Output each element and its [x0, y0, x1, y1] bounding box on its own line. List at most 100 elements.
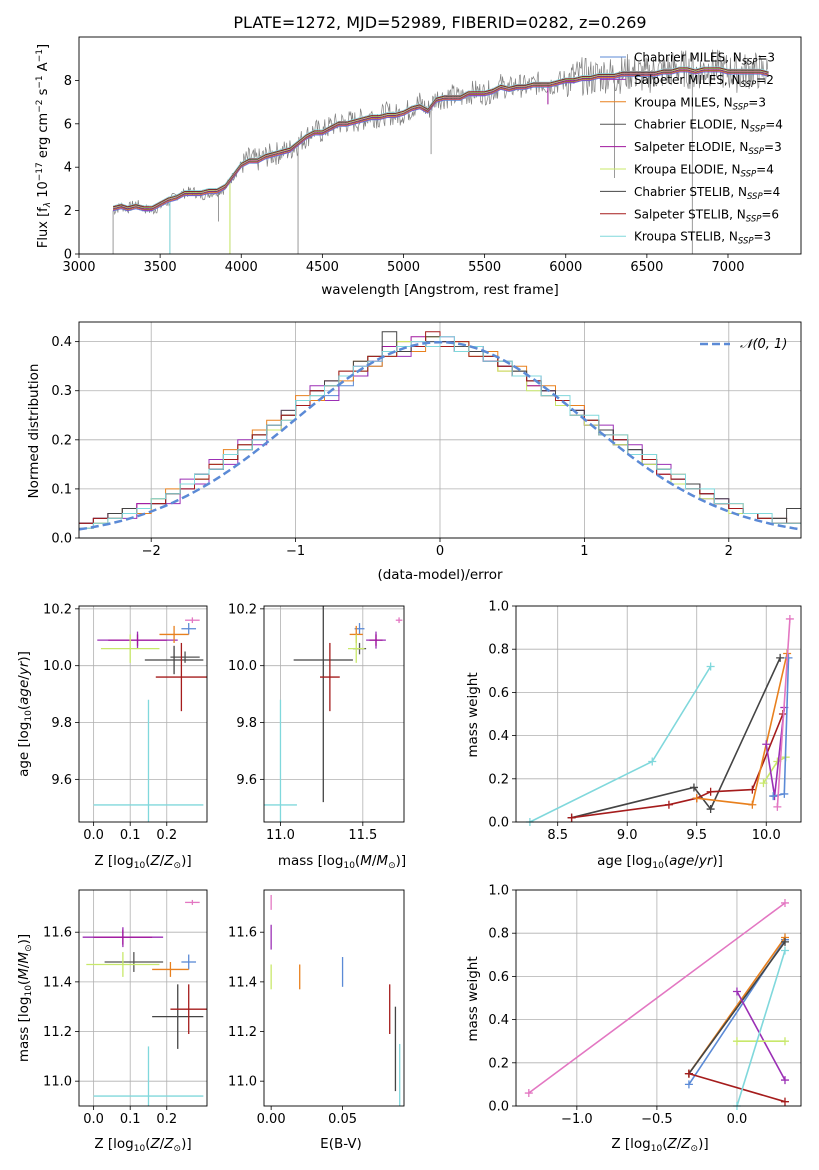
figure-title: PLATE=1272, MJD=52989, FIBERID=0282, z=0… — [233, 13, 646, 32]
age-z-ytick-label: 10.0 — [43, 659, 72, 674]
weight-z-line — [528, 902, 786, 1094]
weight-z-line — [688, 941, 786, 1075]
age-z-errorbar — [100, 634, 160, 663]
weight-age-line — [571, 657, 781, 819]
weight-age-marker — [769, 792, 778, 801]
weight-z-frame — [515, 889, 802, 1107]
weight-age-xtick-label: 9.0 — [617, 828, 638, 843]
legend-label: Chabrier STELIB, NSSP=4 — [634, 185, 780, 202]
spectrum-ytick-label: 6 — [64, 117, 72, 132]
weight-z-marker — [780, 898, 789, 907]
age-mass-ytick-label: 9.8 — [236, 716, 257, 731]
legend-label: Kroupa STELIB, NSSP=3 — [634, 230, 771, 247]
histogram-xtick-label: −1 — [286, 544, 305, 559]
spectrum-xtick-label: 4500 — [306, 260, 339, 275]
weight-z-line — [736, 950, 786, 1107]
histogram-series — [79, 331, 801, 524]
weight-z-series — [524, 898, 789, 1110]
age-z-ytick-label: 9.8 — [51, 716, 72, 731]
mass-z-errorbar — [86, 952, 160, 977]
age-z-ytick-label: 10.2 — [43, 602, 72, 617]
model-line — [113, 68, 769, 209]
mass-z-ylabel: mass [log10(M/M⊙)] — [16, 934, 34, 1062]
weight-age-marker — [748, 800, 757, 809]
model-line — [113, 70, 769, 211]
spectrum-ytick-label: 0 — [64, 248, 72, 263]
age-z-errorbar — [144, 645, 204, 675]
weight-z-ytick-label: 0.0 — [488, 1100, 509, 1115]
weight-z-xtick-label: 0.0 — [727, 1112, 748, 1127]
model-line — [113, 67, 769, 207]
weight-age-line — [529, 666, 712, 823]
weight-z-ylabel: mass weight — [465, 956, 481, 1041]
weight-age-marker — [692, 794, 701, 803]
weight-z-ytick-label: 0.2 — [488, 1056, 509, 1071]
weight-z-marker — [780, 946, 789, 955]
mass-ebv-plot-area: 0.00 0.05 11.0 11.2 11.4 11.6 — [228, 889, 405, 1127]
spectrum-xtick-label: 4000 — [225, 260, 258, 275]
age-mass-errorbar — [293, 606, 353, 803]
mass-vs-metallicity-panel: 0.0 0.1 0.2 11.0 11.2 11.4 11.6 Z [log10(Z/Z⊙)… — [16, 889, 208, 1154]
age-vs-metallicity-panel: 0.0 0.1 0.29.69.810.010.2 Z [log10(Z/Z⊙)] … — [16, 602, 208, 871]
spectrum-frame — [78, 36, 802, 255]
mass-z-ytick-label: 11.6 — [43, 926, 72, 941]
gaussian-legend-label: 𝒩(0, 1) — [740, 337, 787, 352]
weight-age-marker — [664, 800, 673, 809]
spectrum-xtick-label: 5000 — [387, 260, 420, 275]
weight-z-marker — [524, 1089, 533, 1098]
model-line — [113, 71, 769, 212]
weight-age-ytick-label: 0.0 — [488, 816, 509, 831]
weight-age-marker — [759, 779, 768, 788]
mass-ebv-frame — [263, 889, 405, 1107]
weight-z-ytick-label: 1.0 — [488, 884, 509, 899]
mass-z-plot-area: 0.0 0.1 0.2 11.0 11.2 11.4 11.6 — [43, 889, 208, 1127]
histogram-ytick-label: 0.2 — [51, 433, 72, 448]
spectrum-ytick-label: 2 — [64, 204, 72, 219]
histogram-ylabel: Normed distribution — [26, 364, 42, 499]
age-mass-xtick-label: 11.5 — [348, 828, 377, 843]
legend-label: Kroupa ELODIE, NSSP=4 — [634, 163, 774, 180]
age-mass-errorbar — [264, 699, 297, 822]
model-line — [113, 66, 769, 207]
histogram-xtick-label: 1 — [580, 544, 588, 559]
legend-label: Salpeter ELODIE, NSSP=3 — [634, 140, 782, 157]
weight-z-xtick-label: −1.0 — [561, 1112, 593, 1127]
mass-z-xtick-label: 0.0 — [83, 1112, 104, 1127]
spectrum-ytick-label: 4 — [64, 161, 72, 176]
mass-ebv-xlabel: E(B-V) — [320, 1136, 362, 1152]
weight-z-marker — [780, 1076, 789, 1085]
mass-weight-vs-metallicity-panel: −1.0 −0.5 0.0 0.0 0.2 0.4 0.6 0.8 1.0 Z [log10(Z… — [465, 884, 802, 1154]
weight-z-line — [736, 991, 786, 1081]
mass-z-xtick-label: 0.1 — [120, 1112, 141, 1127]
legend-label: Salpeter MILES, NSSP=2 — [634, 73, 774, 90]
histogram-frame — [78, 321, 802, 539]
age-mass-xtick-label: 11.0 — [266, 828, 295, 843]
weight-z-ytick-label: 0.8 — [488, 927, 509, 942]
spectrum-ylabel: Flux [fλ 10−17 erg cm−2 s−1 A−1] — [35, 44, 53, 248]
mass-z-frame — [78, 889, 208, 1107]
spectrum-ytick-label: 8 — [64, 74, 72, 89]
model-line — [113, 69, 769, 209]
weight-z-ytick-label: 0.4 — [488, 1013, 509, 1028]
age-z-frame — [78, 605, 208, 823]
age-z-errorbar — [181, 623, 197, 635]
age-z-xtick-label: 0.2 — [156, 828, 177, 843]
age-z-errorbar — [185, 617, 200, 624]
age-mass-errorbar — [395, 617, 403, 624]
mass-vs-ebv-panel: 0.00 0.05 11.0 11.2 11.4 11.6 E(B-V) — [228, 889, 405, 1152]
mass-ebv-ytick-label: 11.2 — [228, 1025, 257, 1040]
age-mass-errorbar — [348, 634, 365, 663]
weight-age-line — [776, 618, 791, 807]
age-z-ytick-label: 9.6 — [51, 773, 72, 788]
weight-age-xtick-label: 10.0 — [752, 828, 781, 843]
weight-z-marker — [732, 987, 741, 996]
weight-age-marker — [784, 653, 793, 662]
histogram-ytick-label: 0.0 — [51, 532, 72, 547]
weight-age-marker — [762, 740, 771, 749]
weight-age-marker — [773, 802, 782, 811]
weight-age-ytick-label: 0.6 — [488, 686, 509, 701]
histogram-series — [79, 336, 801, 529]
age-mass-errorbar — [369, 634, 383, 646]
weight-z-xtick-label: −0.5 — [641, 1112, 673, 1127]
